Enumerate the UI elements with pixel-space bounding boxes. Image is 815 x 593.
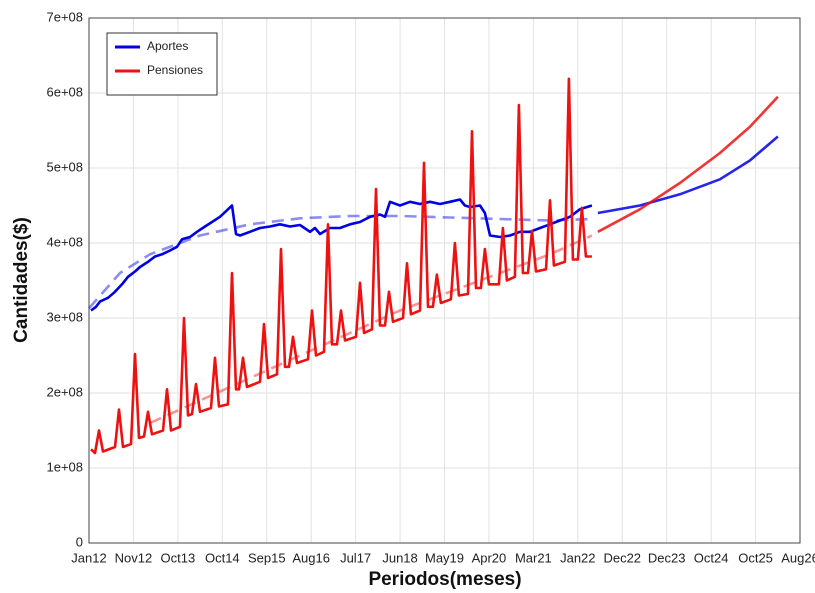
- y-tick-label: 2e+08: [46, 384, 83, 399]
- y-tick-label: 5e+08: [46, 159, 83, 174]
- y-tick-label: 7e+08: [46, 9, 83, 24]
- y-tick-label: 0: [76, 534, 83, 549]
- forecast-line: [597, 95, 779, 233]
- plot-frame: [88, 17, 801, 544]
- y-tick-label: 1e+08: [46, 459, 83, 474]
- x-tick-label: Mar21: [515, 550, 552, 565]
- forecast-line: [597, 135, 779, 215]
- x-tick-label: Oct13: [161, 550, 196, 565]
- x-tick-label: Dec22: [603, 550, 641, 565]
- x-tick-label: Jun18: [382, 550, 417, 565]
- x-tick-label: Oct14: [205, 550, 240, 565]
- x-tick-label: Aug26: [781, 550, 815, 565]
- series-line: [90, 77, 592, 455]
- legend: Aportes Pensiones: [106, 32, 218, 96]
- legend-label: Pensiones: [147, 63, 203, 77]
- x-tick-label: Nov12: [115, 550, 153, 565]
- x-tick-label: Jan22: [560, 550, 595, 565]
- x-tick-label: Aug16: [292, 550, 330, 565]
- legend-box: [106, 32, 218, 96]
- series-line: [90, 198, 593, 312]
- x-tick-label: May19: [425, 550, 464, 565]
- trend-line: [149, 234, 593, 425]
- y-axis-title: Cantidades($): [11, 217, 32, 343]
- x-tick-label: Apr20: [472, 550, 507, 565]
- x-tick-label: Oct24: [694, 550, 729, 565]
- x-tick-label: Sep15: [248, 550, 286, 565]
- x-tick-label: Dec23: [648, 550, 686, 565]
- x-tick-label: Oct25: [738, 550, 773, 565]
- trend-line: [88, 214, 592, 310]
- y-tick-label: 4e+08: [46, 234, 83, 249]
- x-axis-title: Periodos(meses): [368, 569, 521, 590]
- x-tick-label: Jul17: [340, 550, 371, 565]
- legend-label: Aportes: [147, 39, 188, 53]
- x-tick-label: Jan12: [71, 550, 106, 565]
- y-tick-label: 3e+08: [46, 309, 83, 324]
- y-tick-label: 6e+08: [46, 84, 83, 99]
